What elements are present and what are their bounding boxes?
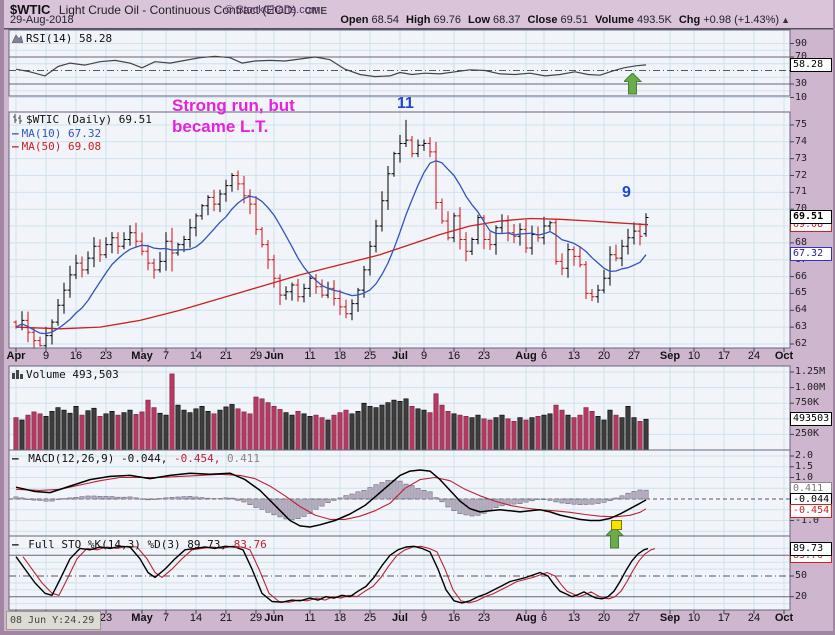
macd-up-arrow-icon <box>606 527 624 549</box>
chart-date: 29-Aug-2018 <box>10 14 74 26</box>
frame-left-edge <box>0 0 4 635</box>
ohlc-quote-line: Open 68.54 High 69.76 Low 68.37 Close 69.51 Volu… <box>333 14 790 26</box>
macd-line-icon: — <box>12 452 19 465</box>
quote-value: 493.5K <box>636 14 672 26</box>
price-legend: $WTIC (Daily) 69.51 — MA(10) 67.32 — MA(50… <box>12 113 152 153</box>
quote-value: +0.98 (+1.43%) <box>703 14 780 26</box>
quote-label: Volume <box>595 14 634 26</box>
macd-legend-name: MACD(12,26,9) <box>28 452 115 465</box>
quote-value: 68.37 <box>493 14 521 26</box>
annotation-note-line1: Strong run, but <box>172 96 295 115</box>
ticker-symbol: $WTIC <box>10 2 51 17</box>
annotation-count-11: 11 <box>397 95 414 112</box>
rsi-legend: RSI(14) 58.28 <box>11 32 113 46</box>
annotation-note-line2: became L.T. <box>172 117 269 136</box>
annotation-note: Strong run, but became L.T. <box>172 95 295 137</box>
price-style-icon <box>12 114 23 127</box>
sto-value-d: 83.76 <box>233 538 267 551</box>
macd-value-2: -0.454, <box>173 452 221 465</box>
sto-legend-name: Full STO %K(14,3) %D(3) <box>28 538 181 551</box>
ma10-legend-text: MA(10) 67.32 <box>21 127 102 140</box>
annotation-count-9: 9 <box>622 184 631 201</box>
rsi-legend-text: RSI(14) 58.28 <box>26 32 113 45</box>
ma50-legend-text: MA(50) 69.08 <box>21 140 102 153</box>
quote-label: Open <box>340 14 369 26</box>
volume-legend-text: Volume 493,503 <box>26 368 119 381</box>
instrument-name: Light Crude Oil - Continuous Contract (E… <box>58 3 297 17</box>
frame-bottom-edge <box>0 631 835 635</box>
chart-header: $WTIC Light Crude Oil - Continuous Contr… <box>0 0 835 29</box>
volume-legend: Volume 493,503 <box>12 368 119 382</box>
price-legend-text: $WTIC (Daily) 69.51 <box>26 113 152 126</box>
ma10-line-icon: — <box>12 127 19 140</box>
exchange-label: CME <box>304 6 328 17</box>
ma50-line-icon: — <box>12 140 19 153</box>
quote-label: Close <box>527 14 558 26</box>
sto-value-k: 89.73, <box>187 538 227 551</box>
stochastics-legend: — Full STO %K(14,3) %D(3) 89.73, 83.76 <box>12 538 267 551</box>
volume-indicator-icon <box>12 369 23 382</box>
macd-value-3: 0.411 <box>226 452 261 465</box>
alert-marker-icon <box>611 520 622 530</box>
quote-label: Chg <box>678 14 701 26</box>
macd-legend: — MACD(12,26,9) -0.044, -0.454, 0.411 <box>12 452 260 465</box>
rsi-indicator-icon <box>11 33 24 46</box>
rsi-up-arrow-icon <box>624 73 642 95</box>
quote-value: 68.54 <box>371 14 400 26</box>
frame-right-edge <box>833 0 835 635</box>
change-arrow-icon: ▲ <box>781 15 790 25</box>
quote-label: High <box>406 14 431 26</box>
header-title-row: $WTIC Light Crude Oil - Continuous Contr… <box>10 1 328 17</box>
quote-label: Low <box>468 14 491 26</box>
quote-value: 69.51 <box>560 14 589 26</box>
quote-value: 69.76 <box>433 14 462 26</box>
sto-line-icon: — <box>12 538 19 551</box>
crosshair-tooltip: 08 Jun Y:24.29 <box>6 611 101 630</box>
stockcharts-credit: © StockCharts.com <box>225 4 321 16</box>
macd-value-1: -0.044, <box>120 452 168 465</box>
